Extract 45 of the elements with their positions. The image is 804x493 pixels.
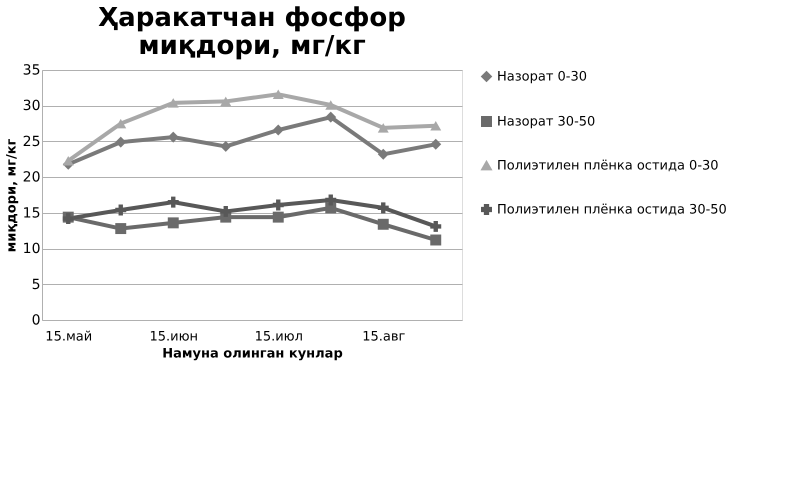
text: миқдори, мг/кг xyxy=(138,31,366,61)
point xyxy=(220,96,232,106)
text: Ҳаракатчан фосфор xyxy=(98,3,406,33)
y-tick-label: 0 xyxy=(32,312,40,328)
point xyxy=(430,234,442,246)
point xyxy=(378,202,389,214)
legend-label: Полиэтилен плёнка остида 0-30 xyxy=(497,158,719,174)
point xyxy=(325,100,336,110)
y-tick-label: 30 xyxy=(22,98,40,114)
x-tick-label: 15.авг xyxy=(362,330,406,344)
legend-label: Назорат 0-30 xyxy=(497,70,588,84)
point xyxy=(220,206,232,217)
point xyxy=(115,204,126,216)
point xyxy=(325,112,336,123)
point xyxy=(378,148,389,160)
y-tick-label: 15 xyxy=(22,205,40,222)
point xyxy=(272,200,284,210)
point xyxy=(168,217,179,228)
legend-label: Полиэтилен плёнка остида 30-50 xyxy=(497,202,727,218)
legend-label: Назорат 30-50 xyxy=(497,114,596,130)
point xyxy=(430,220,442,232)
point xyxy=(168,98,179,108)
x-tick-label: 15.май xyxy=(45,330,92,344)
y-tick-label: 5 xyxy=(32,276,40,293)
point xyxy=(430,120,442,130)
point xyxy=(272,90,284,100)
y-tick-label: 25 xyxy=(22,134,40,150)
point xyxy=(378,123,389,133)
point xyxy=(430,138,442,150)
point xyxy=(168,196,179,208)
point xyxy=(272,124,284,136)
point xyxy=(115,223,126,234)
point xyxy=(220,140,232,152)
point xyxy=(378,218,389,230)
y-axis-title: миқдори, мг/кг xyxy=(4,138,20,252)
point xyxy=(62,156,74,166)
x-tick-label: 15.июл xyxy=(254,330,303,344)
point xyxy=(325,194,336,206)
point xyxy=(272,212,284,223)
point xyxy=(115,136,126,148)
x-axis-title: Намуна олинган кунлар xyxy=(162,346,343,362)
x-tick-label: 15.июн xyxy=(149,330,198,344)
y-tick-label: 35 xyxy=(22,62,40,78)
y-tick-label: 20 xyxy=(22,170,40,186)
y-tick-label: 10 xyxy=(22,241,40,258)
